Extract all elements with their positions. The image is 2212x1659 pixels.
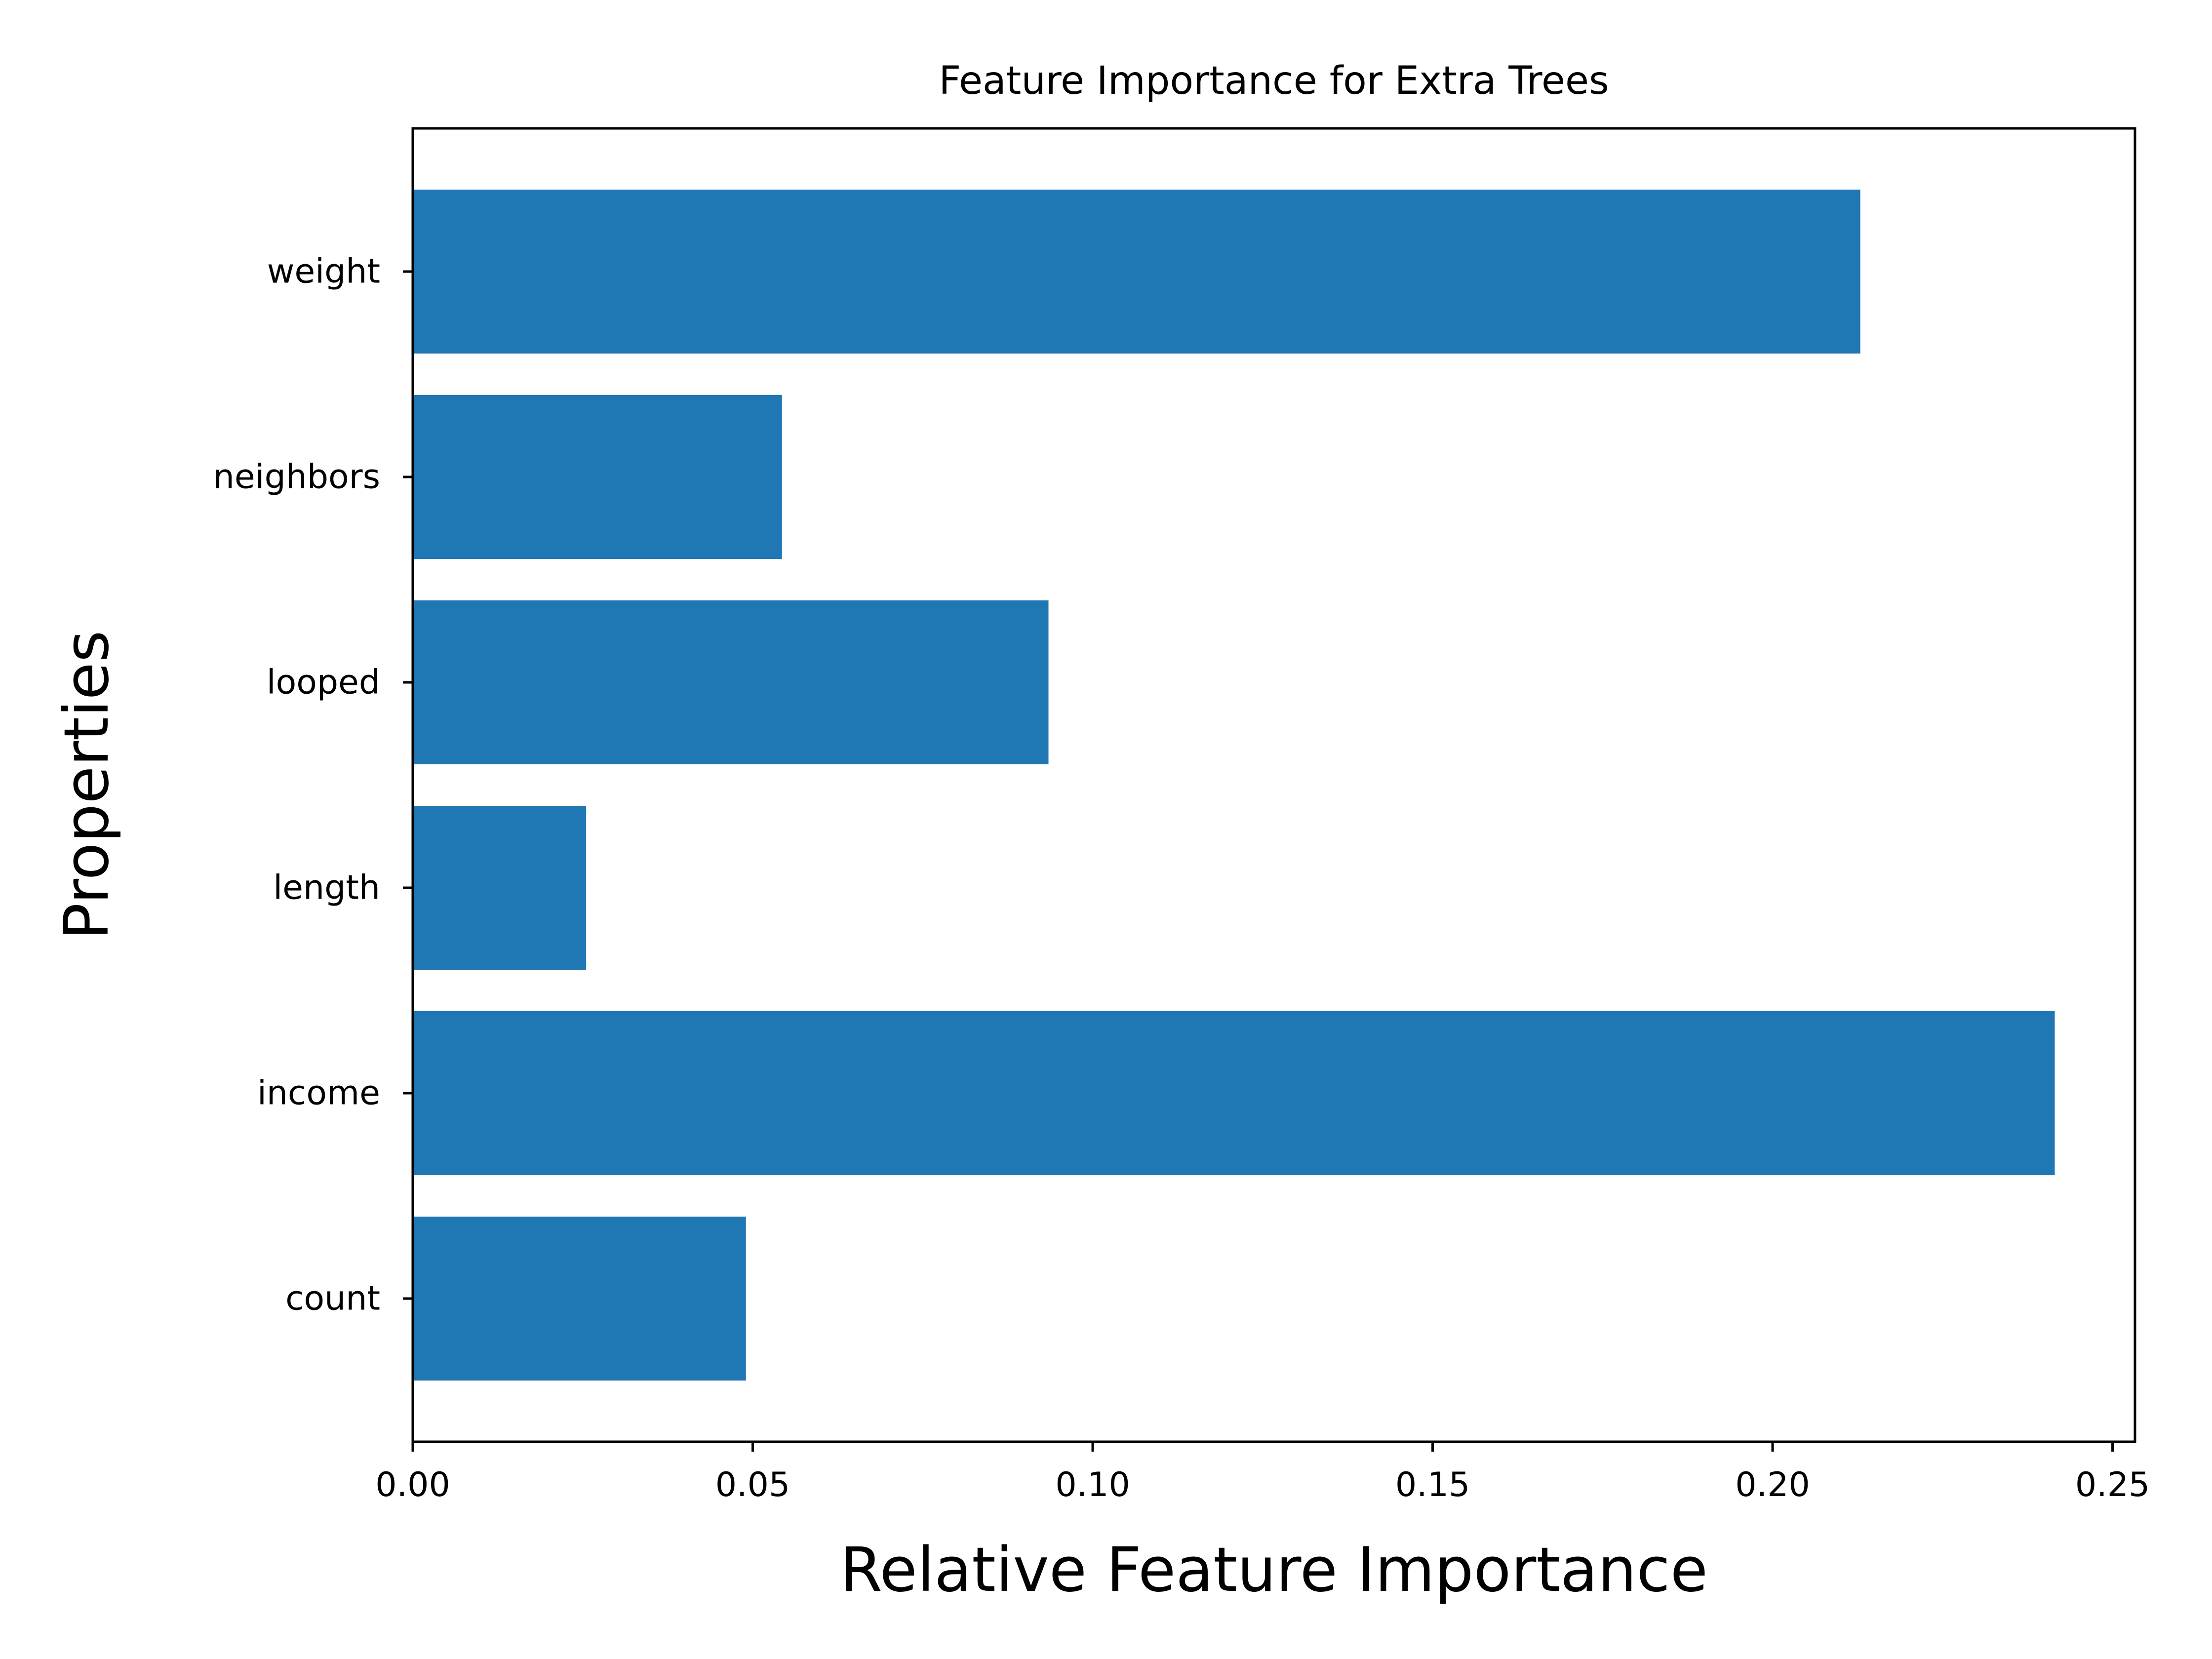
x-axis-label: Relative Feature Importance xyxy=(840,1535,1708,1606)
y-tick-label-neighbors: neighbors xyxy=(213,458,380,497)
x-tick-label-0: 0.00 xyxy=(375,1465,450,1504)
bar-neighbors xyxy=(413,395,782,559)
chart-title: Feature Importance for Extra Trees xyxy=(939,59,1609,103)
y-tick-label-looped: looped xyxy=(267,663,380,702)
x-tick-label-4: 0.20 xyxy=(1735,1465,1810,1504)
bar-length xyxy=(413,806,587,970)
plot-area-frame xyxy=(411,127,2136,1443)
y-axis-label: Properties xyxy=(51,631,122,940)
y-ticks-group: count income length looped neighbors weight xyxy=(213,252,413,1318)
x-tick-label-1: 0.05 xyxy=(715,1465,790,1504)
y-tick-label-length: length xyxy=(273,869,380,908)
y-tick-label-count: count xyxy=(285,1279,380,1318)
x-tick-label-5: 0.25 xyxy=(2075,1465,2150,1504)
bar-weight xyxy=(413,190,1860,354)
x-ticks-group: 0.00 0.05 0.10 0.15 0.20 0.25 xyxy=(375,1442,2150,1504)
y-tick-label-income: income xyxy=(257,1074,380,1113)
bar-looped xyxy=(413,600,1049,764)
bar-count xyxy=(413,1217,746,1381)
x-tick-label-2: 0.10 xyxy=(1055,1465,1130,1504)
bars-group xyxy=(413,190,2055,1381)
x-tick-label-3: 0.15 xyxy=(1395,1465,1470,1504)
bar-income xyxy=(413,1011,2055,1175)
y-tick-label-weight: weight xyxy=(267,252,380,291)
